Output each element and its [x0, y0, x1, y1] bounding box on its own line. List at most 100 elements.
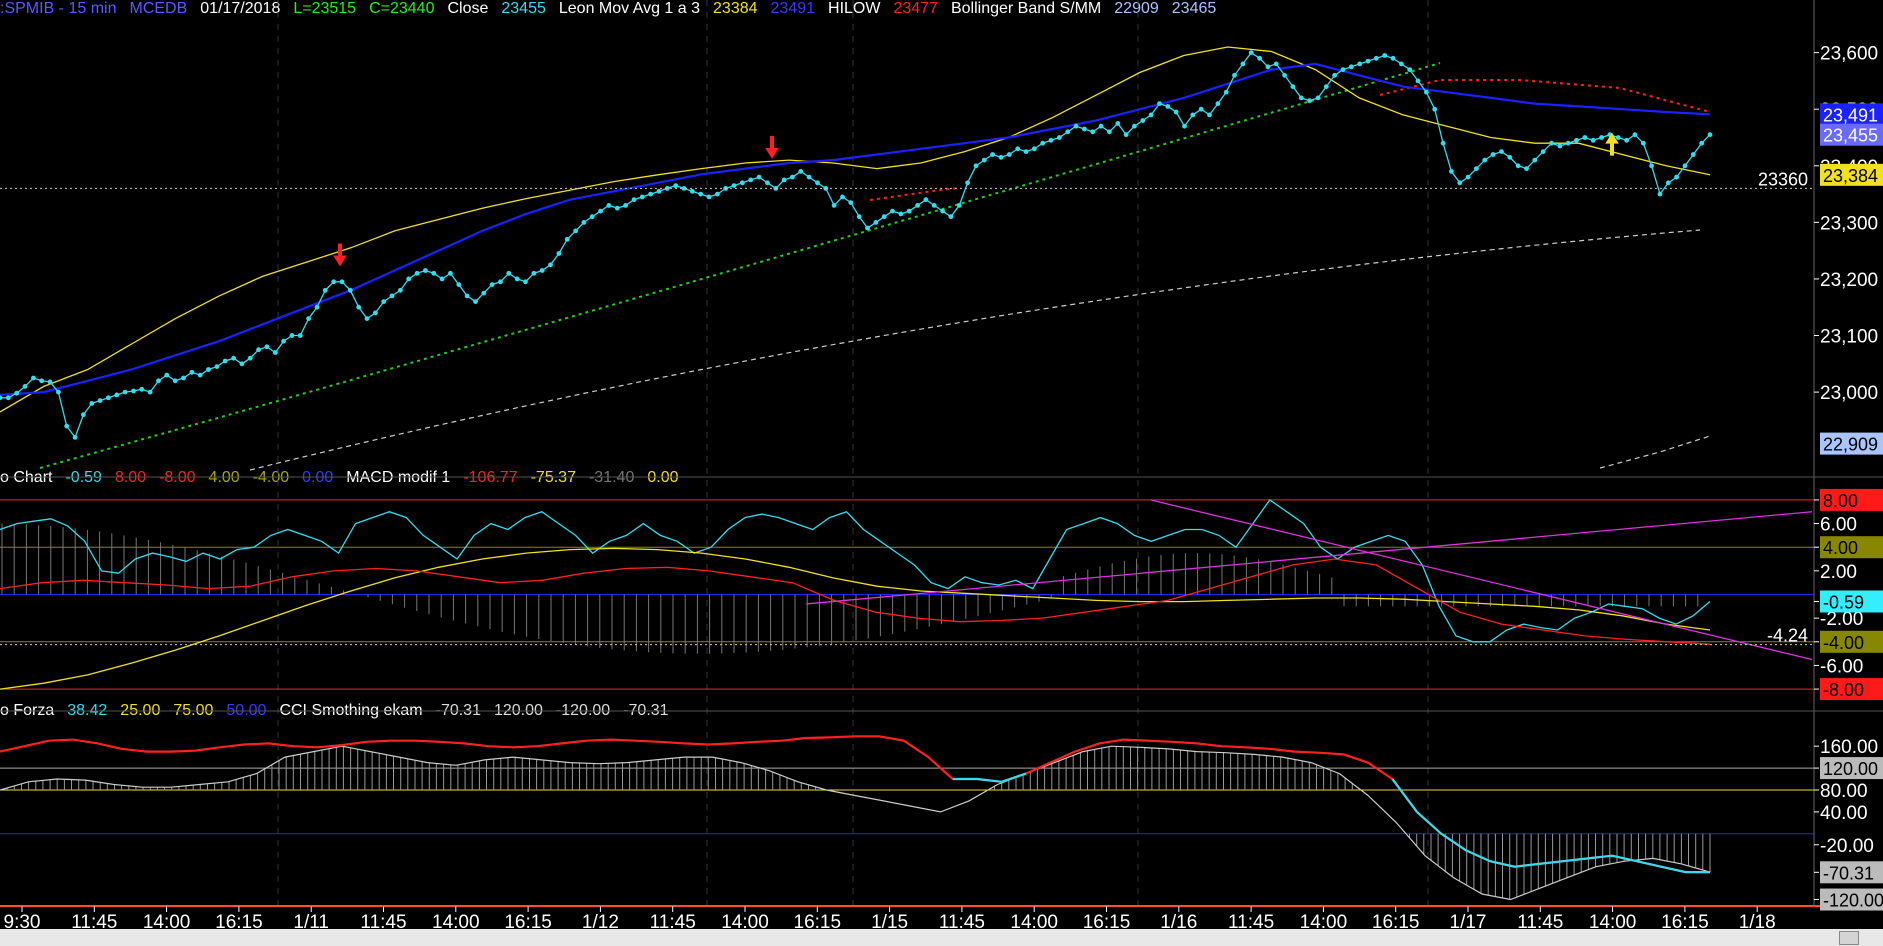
buy-arrow-icon: [1605, 132, 1619, 156]
scrollbar-thumb[interactable]: [1839, 931, 1859, 945]
value-tag-label: 4.00: [1823, 538, 1858, 558]
time-tick-label: 14:00: [721, 912, 769, 929]
close-point: [97, 398, 103, 403]
close-point: [1040, 140, 1046, 146]
close-point: [1599, 135, 1604, 140]
price-header-item: Close: [447, 0, 489, 17]
close-point: [1240, 61, 1246, 67]
price-header-item: 22909: [1114, 0, 1159, 17]
close-point: [806, 174, 812, 180]
value-tag-label: -70.31: [1823, 863, 1874, 883]
close-point: [1690, 152, 1696, 157]
close-point: [347, 287, 353, 293]
axis-tick-label: -20.00: [1820, 836, 1874, 857]
close-point: [1348, 64, 1354, 70]
close-point: [131, 388, 136, 394]
close-point: [264, 344, 270, 350]
close-point: [848, 200, 854, 206]
value-tag: [1820, 678, 1883, 701]
close-point: [681, 186, 687, 191]
close-point: [815, 180, 820, 186]
price-header-item: 23477: [893, 0, 938, 17]
value-tag-label: -0.59: [1823, 592, 1864, 612]
close-point: [748, 177, 754, 183]
time-tick-label: 11:45: [360, 912, 406, 929]
close-point: [581, 220, 587, 225]
horizontal-scrollbar[interactable]: [0, 929, 1883, 946]
close-point: [47, 379, 53, 385]
price-header-item: 23491: [770, 0, 816, 17]
price-header-item: MCEDB: [129, 0, 188, 17]
close-point: [1424, 89, 1429, 95]
close-point: [1098, 123, 1104, 129]
value-tag-label: -8.00: [1823, 680, 1864, 700]
close-point: [247, 355, 253, 361]
close-point: [39, 378, 45, 384]
close-point: [181, 375, 186, 381]
price-header-item: Leon Mov Avg 1 a 3: [558, 0, 701, 17]
close-point: [339, 279, 345, 285]
close-point: [856, 214, 862, 220]
price-series-line: [0, 46, 1711, 413]
close-point: [473, 299, 478, 304]
close-point: [489, 282, 495, 287]
close-point: [781, 177, 787, 183]
close-point: [1449, 169, 1454, 174]
support-trend-line: [39, 62, 1441, 469]
close-point: [1273, 61, 1279, 67]
close-point: [506, 270, 512, 276]
time-tick-label: 14:00: [1010, 912, 1058, 929]
price-panel-header: :SPMIB - 15 min MCEDB 01/17/2018 L=23515 C=2…: [0, 0, 1229, 18]
close-point: [556, 251, 562, 256]
price-header-item: 01/17/2018: [200, 0, 281, 17]
cci-cyan-line: [1391, 778, 1710, 874]
close-point: [598, 208, 603, 214]
close-point: [915, 203, 920, 208]
close-point: [1474, 166, 1479, 172]
price-panel[interactable]: 23360: [0, 46, 1814, 471]
close-point: [1248, 50, 1254, 55]
close-point: [1165, 104, 1171, 109]
close-point: [548, 262, 553, 268]
close-point: [539, 268, 545, 273]
close-point: [5, 395, 11, 401]
close-point: [865, 225, 870, 231]
value-tag: [1820, 536, 1883, 559]
close-point: [898, 211, 904, 217]
close-point: [573, 228, 578, 234]
close-point: [990, 152, 995, 157]
close-point: [1140, 118, 1146, 123]
close-point: [523, 279, 528, 285]
value-tag-label: 23,491: [1823, 105, 1878, 125]
close-point: [1340, 67, 1346, 72]
close-point: [1257, 55, 1262, 61]
price-header-item: L=23515: [293, 0, 357, 17]
close-point: [1073, 123, 1079, 129]
close-point: [448, 270, 453, 276]
oscillator-panel[interactable]: -4.24: [0, 498, 1814, 690]
value-tag: [1820, 888, 1883, 911]
time-tick-label: 1/15: [871, 912, 908, 929]
close-point: [147, 389, 153, 395]
cci-panel[interactable]: [0, 735, 1814, 901]
time-tick-label: 1/18: [1739, 912, 1776, 929]
time-tick-label: 16:15: [215, 912, 263, 929]
close-point: [222, 358, 228, 364]
close-point: [623, 203, 628, 208]
grid-layer: [0, 0, 1883, 907]
axis-tick-label: 2.00: [1820, 562, 1857, 583]
value-tag: [1820, 103, 1883, 126]
close-point: [81, 412, 86, 418]
price-header-item: 23384: [713, 0, 758, 17]
close-point: [0, 395, 3, 401]
oscillator-series-line: [0, 498, 1711, 643]
close-point: [389, 293, 395, 299]
value-tag: [1820, 861, 1883, 884]
close-point: [1182, 123, 1187, 129]
axis-tick-label: 23,300: [1820, 213, 1878, 234]
cci-grey-line: [0, 745, 1711, 901]
close-point: [498, 279, 503, 285]
close-point: [715, 191, 720, 197]
close-point: [1674, 174, 1679, 180]
